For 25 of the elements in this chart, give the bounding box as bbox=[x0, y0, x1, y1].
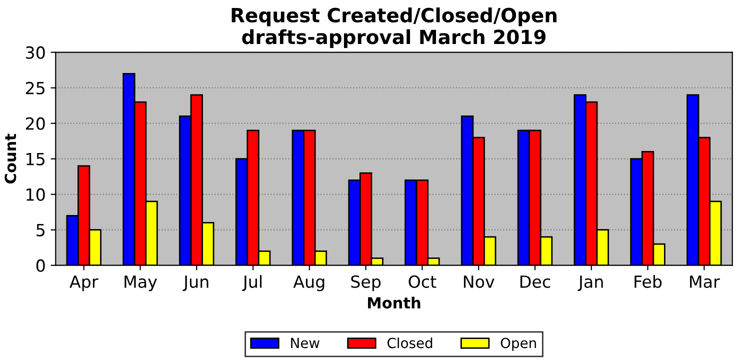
y-tick-label: 10 bbox=[26, 188, 45, 201]
legend-label: New bbox=[291, 338, 320, 348]
x-tick-label: May bbox=[124, 276, 157, 292]
x-tick-label: Oct bbox=[408, 275, 436, 288]
x-tick-label: Jun bbox=[182, 276, 208, 292]
y-axis-title: Count bbox=[4, 134, 16, 184]
x-tick-label: Sep bbox=[351, 275, 381, 292]
x-tick-label: Aug bbox=[293, 276, 324, 292]
y-tick-label: 15 bbox=[26, 153, 44, 166]
y-tick-label: 5 bbox=[36, 224, 44, 236]
legend-label: Open bbox=[500, 338, 536, 351]
y-tick-label: 20 bbox=[26, 117, 45, 130]
x-tick-label: Mar bbox=[690, 276, 720, 288]
x-tick-label: Jul bbox=[242, 275, 262, 292]
x-tick-label: Jan bbox=[578, 276, 603, 292]
x-tick-label: Dec bbox=[520, 276, 550, 288]
x-axis-title: Month bbox=[368, 296, 420, 309]
x-tick-label: Nov bbox=[464, 276, 494, 288]
legend-label: Closed bbox=[387, 337, 432, 348]
x-tick-label: Feb bbox=[634, 275, 662, 288]
y-tick-label: 0 bbox=[36, 259, 45, 272]
y-tick-label: 30 bbox=[26, 46, 45, 59]
chart-title: Request Created/Closed/Open drafts-approval March 2019 bbox=[232, 7, 556, 48]
x-tick-label: Apr bbox=[70, 276, 98, 292]
y-tick-label: 25 bbox=[26, 82, 44, 94]
